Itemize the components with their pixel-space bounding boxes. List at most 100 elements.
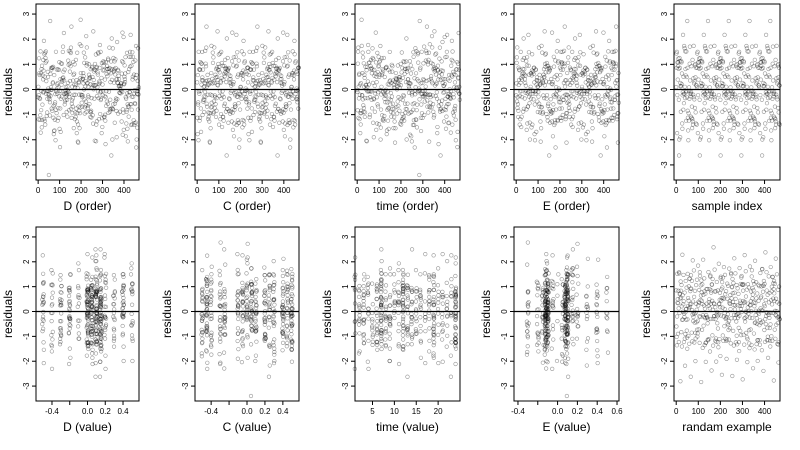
data-point (718, 97, 723, 102)
data-point (103, 296, 108, 301)
data-point (769, 128, 774, 133)
y-tick-label: -2 (660, 357, 669, 365)
data-point (525, 121, 530, 126)
data-point (36, 117, 41, 122)
y-tick-label: -2 (22, 357, 31, 365)
data-point (718, 353, 723, 359)
data-point (48, 18, 53, 24)
data-point (62, 99, 68, 104)
y-tick-label: -2 (181, 136, 190, 144)
data-point (378, 107, 384, 112)
data-point (95, 93, 100, 99)
data-point (266, 296, 271, 301)
data-point (562, 84, 568, 89)
data-point (455, 145, 460, 150)
data-point (119, 71, 124, 76)
data-point (125, 102, 130, 107)
data-point (49, 65, 55, 70)
y-tick-label: -3 (500, 382, 509, 390)
data-point (101, 59, 106, 64)
x-tick-label: 0.2 (572, 407, 584, 416)
data-point (113, 65, 118, 71)
data-point (236, 72, 241, 77)
y-tick-label: 2 (500, 259, 509, 264)
data-point (226, 120, 231, 125)
data-point (210, 60, 216, 66)
data-point (270, 60, 275, 66)
data-point (574, 292, 579, 297)
data-point (248, 67, 253, 72)
data-point (195, 132, 200, 137)
data-point (92, 96, 97, 101)
data-point (256, 92, 261, 97)
data-point (88, 66, 93, 72)
data-point (605, 350, 611, 355)
data-point (751, 331, 757, 336)
data-point (733, 296, 738, 301)
data-point (693, 330, 698, 336)
data-point (413, 316, 418, 321)
data-point (355, 49, 361, 54)
data-point (214, 96, 219, 101)
data-point (102, 68, 107, 73)
x-tick-label: 0.4 (277, 407, 289, 416)
data-point (105, 66, 110, 72)
data-point (213, 114, 219, 120)
data-point (564, 140, 569, 145)
data-point (280, 59, 286, 64)
data-point (588, 72, 594, 77)
y-tick-label: 1 (22, 62, 31, 67)
data-point (361, 284, 366, 289)
data-point (219, 60, 224, 66)
data-point (416, 60, 421, 65)
data-point (252, 94, 257, 99)
data-point (555, 293, 560, 298)
data-point (380, 113, 385, 118)
data-point (103, 353, 108, 358)
data-point (551, 64, 557, 69)
data-point (542, 352, 547, 357)
data-point (728, 85, 733, 90)
data-point (205, 72, 210, 77)
data-point (292, 52, 297, 57)
data-point (133, 101, 138, 107)
data-point (115, 39, 120, 45)
data-point (93, 374, 98, 379)
data-point (63, 88, 68, 93)
data-point (771, 378, 776, 383)
data-point (434, 90, 439, 95)
data-point (605, 316, 610, 321)
data-point (100, 68, 106, 73)
data-point (751, 64, 756, 69)
data-point (93, 83, 98, 88)
data-point (230, 107, 235, 112)
data-point (241, 52, 246, 57)
data-point (222, 366, 227, 371)
data-point (207, 139, 212, 144)
data-point (427, 326, 432, 331)
data-point (108, 107, 113, 112)
data-point (764, 101, 770, 106)
data-point (66, 48, 71, 53)
data-point (585, 256, 591, 261)
data-point (251, 75, 256, 80)
data-point (99, 60, 104, 66)
data-point (575, 273, 580, 279)
data-point (717, 290, 723, 295)
data-point (102, 332, 107, 338)
data-point (63, 90, 69, 96)
data-point (240, 304, 246, 309)
data-point (244, 97, 249, 102)
data-point (220, 63, 225, 68)
data-point (525, 344, 530, 349)
data-point (361, 302, 366, 307)
data-point (76, 261, 81, 266)
data-point (678, 279, 683, 284)
data-point (272, 103, 278, 108)
data-point (223, 109, 229, 114)
data-point (717, 336, 722, 342)
data-point (417, 18, 422, 24)
y-tick-label: -3 (660, 382, 669, 390)
data-point (235, 118, 240, 123)
data-point (61, 112, 66, 118)
